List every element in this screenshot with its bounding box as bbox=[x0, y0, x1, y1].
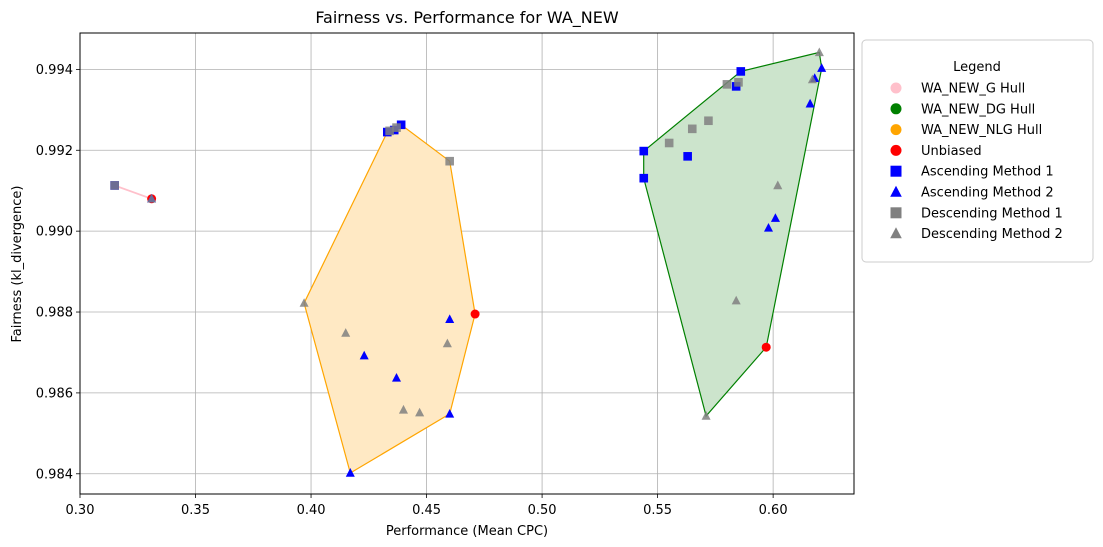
descending-method-2-point bbox=[299, 298, 309, 307]
descending-method-1-point bbox=[722, 80, 732, 89]
legend-marker-descending-method-2 bbox=[890, 227, 902, 239]
legend-label-wa-new-dg-hull: WA_NEW_DG Hull bbox=[921, 102, 1035, 117]
descending-method-2-point bbox=[814, 47, 824, 57]
descending-method-2-point bbox=[398, 404, 408, 414]
descending-method-2-point bbox=[773, 180, 783, 190]
legend-label-ascending-method-2: Ascending Method 2 bbox=[921, 186, 1054, 201]
ascending-method-2-point bbox=[359, 350, 369, 360]
legend-marker-unbiased bbox=[890, 144, 902, 156]
ascending-method-2-point bbox=[445, 409, 455, 418]
descending-method-1-point bbox=[392, 123, 401, 132]
x-tick-label: 0.50 bbox=[528, 503, 557, 518]
legend-label-descending-method-1: Descending Method 1 bbox=[921, 206, 1063, 221]
wa-new-dg-hull-polygon bbox=[643, 51, 823, 418]
plot-frame bbox=[79, 32, 855, 495]
wa-new-g-hull-line bbox=[114, 184, 152, 200]
ascending-method-2-point bbox=[764, 223, 773, 232]
descending-method-1-point bbox=[110, 181, 119, 190]
ascending-method-2-point bbox=[805, 98, 815, 108]
legend-title: Legend bbox=[953, 60, 1001, 75]
legend-marker-wa-new-g-hull bbox=[890, 82, 902, 94]
descending-method-1-point bbox=[704, 116, 713, 126]
ascending-method-1-point bbox=[396, 120, 406, 130]
y-tick-label: 0.984 bbox=[36, 467, 73, 482]
legend-marker-wa-new-dg-hull bbox=[890, 103, 902, 115]
y-tick-label: 0.988 bbox=[36, 306, 73, 321]
legend-marker-ascending-method-1 bbox=[890, 165, 902, 177]
y-tick-label: 0.986 bbox=[36, 386, 73, 401]
ascending-method-1-point bbox=[736, 67, 746, 76]
ascending-method-1-point bbox=[683, 152, 692, 161]
ascending-method-1-point bbox=[639, 173, 649, 183]
legend-label-wa-new-nlg-hull: WA_NEW_NLG Hull bbox=[921, 123, 1042, 138]
descending-method-1-point bbox=[734, 78, 743, 87]
legend-marker-wa-new-nlg-hull bbox=[890, 124, 902, 136]
legend-box bbox=[861, 39, 1094, 263]
ascending-method-2-point bbox=[817, 63, 827, 72]
descending-method-2-point bbox=[701, 411, 711, 420]
legend-label-descending-method-2: Descending Method 2 bbox=[921, 227, 1063, 242]
descending-method-2-point bbox=[147, 193, 157, 203]
x-tick-label: 0.40 bbox=[297, 503, 326, 518]
legend-label-unbiased: Unbiased bbox=[921, 144, 982, 159]
y-axis-title: Fairness (kl_divergence) bbox=[10, 186, 25, 343]
hull-layer bbox=[114, 51, 823, 474]
axis-ticks: 0.30 0.35 0.40 0.45 0.50 0.55 0.60 0.984 0.986 0.… bbox=[36, 63, 788, 518]
legend-entries: WA_NEW_G Hull WA_NEW_DG Hull WA_NEW_NLG Hu… bbox=[890, 82, 1063, 242]
unbiased-point bbox=[470, 309, 480, 319]
chart-title: Fairness vs. Performance for WA_NEW bbox=[315, 8, 619, 28]
unbiased-point bbox=[761, 342, 771, 352]
y-tick-label: 0.992 bbox=[36, 144, 73, 159]
ascending-method-2-point bbox=[445, 314, 455, 323]
plot-area: 0.30 0.35 0.40 0.45 0.50 0.55 0.60 0.984 0.986 0.… bbox=[36, 32, 855, 518]
marker-layer bbox=[110, 47, 827, 477]
descending-method-1-point bbox=[385, 126, 394, 136]
legend-label-ascending-method-1: Ascending Method 1 bbox=[921, 165, 1054, 180]
x-tick-label: 0.60 bbox=[759, 503, 788, 518]
x-axis-title: Performance (Mean CPC) bbox=[386, 524, 548, 539]
descending-method-2-point bbox=[807, 74, 817, 84]
y-tick-label: 0.990 bbox=[36, 225, 73, 240]
legend-label-wa-new-g-hull: WA_NEW_G Hull bbox=[921, 82, 1025, 97]
legend-marker-ascending-method-2 bbox=[890, 185, 902, 197]
ascending-method-2-point bbox=[770, 213, 780, 222]
legend-marker-descending-method-1 bbox=[890, 207, 902, 219]
descending-method-1-point bbox=[664, 138, 674, 148]
descending-method-2-point bbox=[341, 328, 351, 337]
descending-method-2-point bbox=[731, 295, 741, 305]
x-tick-label: 0.30 bbox=[66, 503, 95, 518]
descending-method-2-point bbox=[442, 338, 452, 348]
descending-method-1-point bbox=[445, 156, 454, 166]
descending-method-1-point bbox=[687, 124, 697, 134]
descending-method-2-point bbox=[415, 407, 425, 417]
x-tick-label: 0.55 bbox=[643, 503, 672, 518]
x-tick-label: 0.35 bbox=[181, 503, 210, 518]
y-tick-label: 0.994 bbox=[36, 63, 73, 78]
ascending-method-2-point bbox=[345, 468, 355, 477]
ascending-method-2-point bbox=[392, 373, 401, 382]
x-tick-label: 0.45 bbox=[412, 503, 441, 518]
ascending-method-1-point bbox=[639, 146, 649, 156]
